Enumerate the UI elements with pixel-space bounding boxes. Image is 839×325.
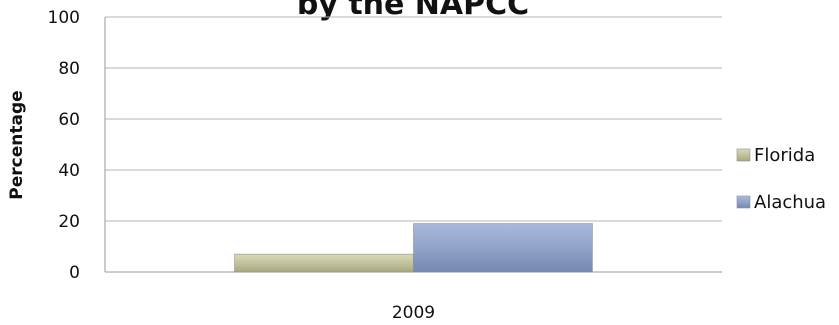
bar-alachua <box>413 223 593 273</box>
legend-label-alachua: Alachua <box>754 192 826 213</box>
legend: Florida Alachua <box>736 145 826 213</box>
y-tick-label: 20 <box>58 212 80 232</box>
y-tick-label: 100 <box>48 8 80 28</box>
y-tick-label: 40 <box>58 161 80 181</box>
y-axis-label: Percentage <box>7 90 27 199</box>
gridlines <box>104 16 722 273</box>
bars <box>234 223 593 273</box>
x-tick-label: 2009 <box>392 303 435 323</box>
y-tick-label: 0 <box>69 263 80 283</box>
y-tick-label: 80 <box>58 59 80 79</box>
bar-florida <box>234 253 414 273</box>
y-axis-ticks: 0 20 40 60 80 100 <box>48 8 80 283</box>
x-axis-ticks: 2009 <box>392 303 435 323</box>
legend-swatch-alachua <box>736 195 751 209</box>
y-tick-label: 60 <box>58 110 80 130</box>
chart-title: by the NAPCC <box>297 0 529 22</box>
legend-label-florida: Florida <box>754 145 815 166</box>
legend-swatch-florida <box>736 148 751 162</box>
